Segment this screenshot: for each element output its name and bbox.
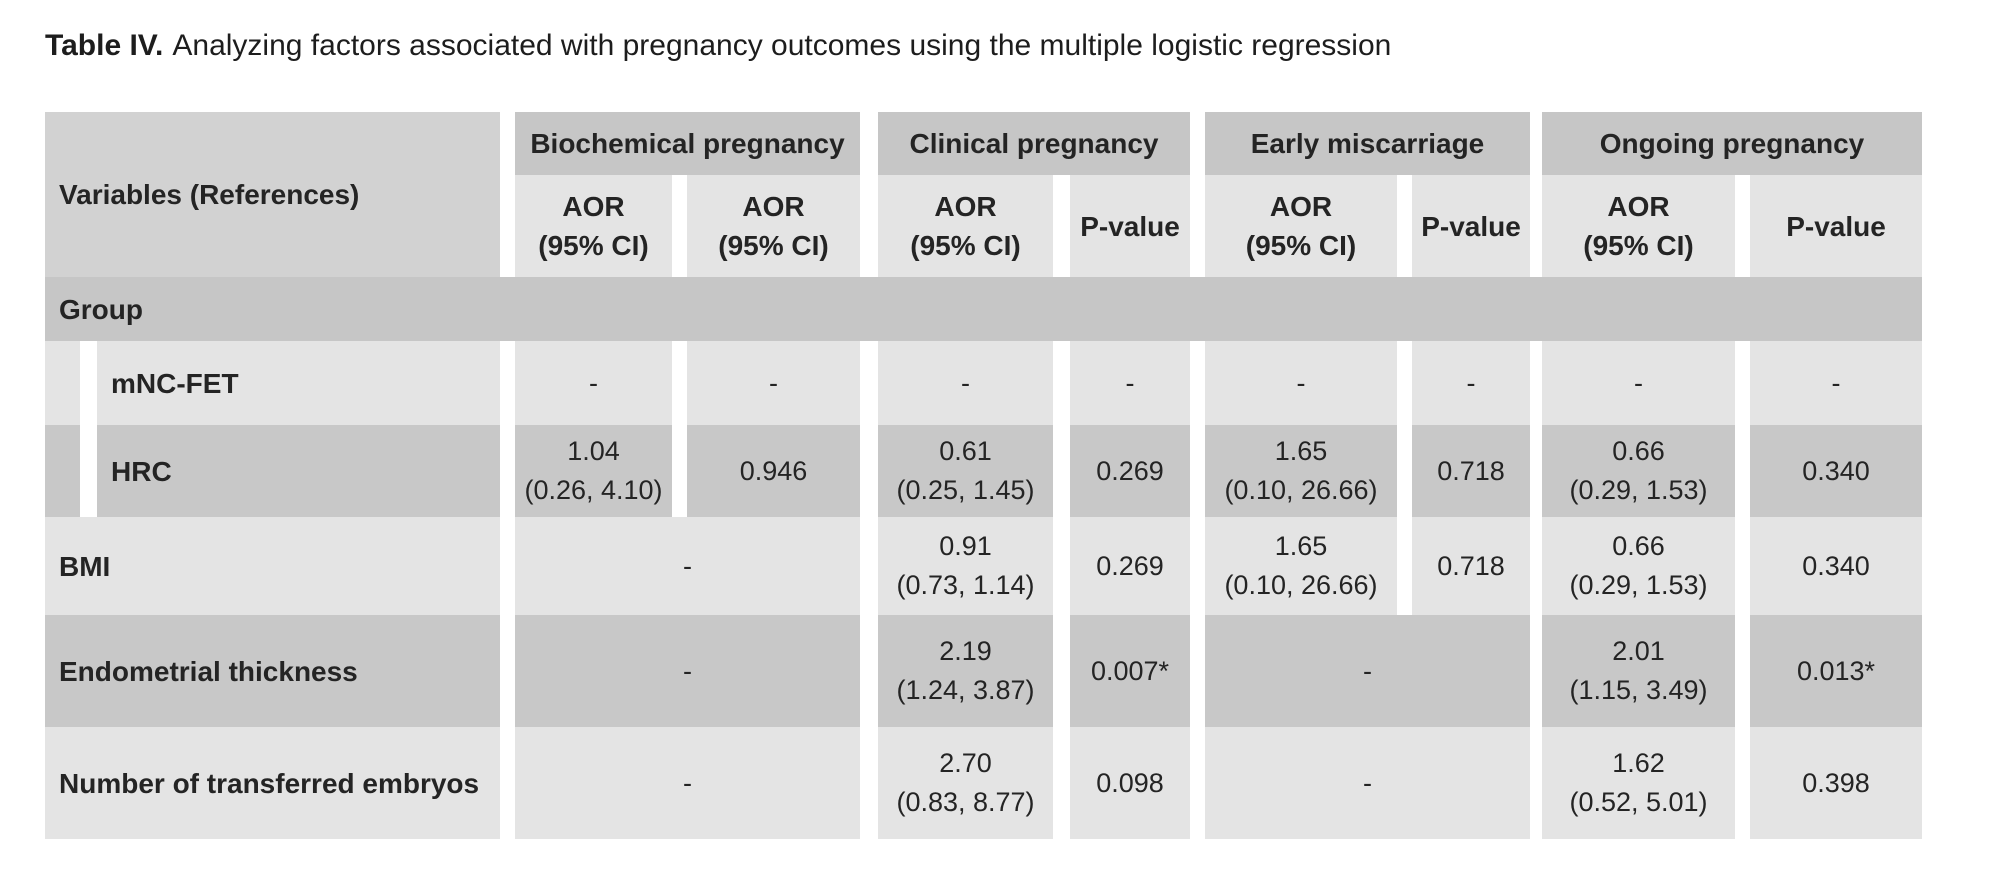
subheader-clinical-p-value: P-value <box>1070 175 1190 277</box>
embryos-biochemical-merged: - <box>515 727 860 839</box>
hrc-biochemical-aor-1: 1.04 (0.26, 4.10) <box>515 425 672 517</box>
hrc-clinical-aor: 0.61 (0.25, 1.45) <box>878 425 1053 517</box>
row-label-bmi: BMI <box>45 517 500 615</box>
hrc-ongoing-p-value: 0.340 <box>1750 425 1922 517</box>
embryos-ongoing-p-value: 0.398 <box>1750 727 1922 839</box>
endometrial-clinical-p-value: 0.007* <box>1070 615 1190 727</box>
corner-header-variables: Variables (References) <box>45 112 500 277</box>
hrc-miscarriage-p-value: 0.718 <box>1412 425 1530 517</box>
hrc-miscarriage-aor: 1.65 (0.10, 26.66) <box>1205 425 1397 517</box>
subheader-biochemical-aor-1: AOR (95% CI) <box>515 175 672 277</box>
mnc-fet-ongoing-aor: - <box>1542 341 1735 425</box>
endometrial-ongoing-aor: 2.01 (1.15, 3.49) <box>1542 615 1735 727</box>
endometrial-ongoing-p-value: 0.013* <box>1750 615 1922 727</box>
subheader-clinical-aor: AOR (95% CI) <box>878 175 1053 277</box>
section-row-group: Group <box>45 277 1922 341</box>
subheader-miscarriage-aor: AOR (95% CI) <box>1205 175 1397 277</box>
group-header-ongoing-pregnancy: Ongoing pregnancy <box>1542 112 1922 175</box>
mnc-fet-ongoing-p-value: - <box>1750 341 1922 425</box>
bmi-clinical-aor: 0.91 (0.73, 1.14) <box>878 517 1053 615</box>
row-label-mnc-fet: mNC-FET <box>97 341 500 425</box>
bmi-ongoing-aor: 0.66 (0.29, 1.53) <box>1542 517 1735 615</box>
endometrial-biochemical-merged: - <box>515 615 860 727</box>
endometrial-miscarriage-merged: - <box>1205 615 1530 727</box>
subheader-ongoing-p-value: P-value <box>1750 175 1922 277</box>
subheader-miscarriage-p-value: P-value <box>1412 175 1530 277</box>
mnc-fet-miscarriage-aor: - <box>1205 341 1397 425</box>
embryos-clinical-aor: 2.70 (0.83, 8.77) <box>878 727 1053 839</box>
subheader-biochemical-aor-2: AOR (95% CI) <box>687 175 860 277</box>
row-label-hrc: HRC <box>97 425 500 517</box>
embryos-clinical-p-value: 0.098 <box>1070 727 1190 839</box>
regression-table: Variables (References) Biochemical pregn… <box>45 112 1922 839</box>
mnc-fet-clinical-p-value: - <box>1070 341 1190 425</box>
group-header-early-miscarriage: Early miscarriage <box>1205 112 1530 175</box>
bmi-biochemical-merged: - <box>515 517 860 615</box>
bmi-miscarriage-p-value: 0.718 <box>1412 517 1530 615</box>
hrc-biochemical-aor-2: 0.946 <box>687 425 860 517</box>
bmi-ongoing-p-value: 0.340 <box>1750 517 1922 615</box>
table-number: Table IV. <box>45 29 164 62</box>
row-label-number-of-transferred-embryos: Number of transferred embryos <box>45 727 500 839</box>
hrc-clinical-p-value: 0.269 <box>1070 425 1190 517</box>
mnc-fet-clinical-aor: - <box>878 341 1053 425</box>
endometrial-clinical-aor: 2.19 (1.24, 3.87) <box>878 615 1053 727</box>
indent-cell <box>45 341 80 425</box>
bmi-clinical-p-value: 0.269 <box>1070 517 1190 615</box>
hrc-ongoing-aor: 0.66 (0.29, 1.53) <box>1542 425 1735 517</box>
mnc-fet-miscarriage-p-value: - <box>1412 341 1530 425</box>
embryos-miscarriage-merged: - <box>1205 727 1530 839</box>
table-caption: Table IV. Analyzing factors associated wi… <box>45 28 1391 64</box>
group-header-clinical-pregnancy: Clinical pregnancy <box>878 112 1190 175</box>
subheader-ongoing-aor: AOR (95% CI) <box>1542 175 1735 277</box>
table-title-text: Analyzing factors associated with pregna… <box>172 29 1392 62</box>
mnc-fet-biochemical-aor-1: - <box>515 341 672 425</box>
embryos-ongoing-aor: 1.62 (0.52, 5.01) <box>1542 727 1735 839</box>
row-label-endometrial-thickness: Endometrial thickness <box>45 615 500 727</box>
mnc-fet-biochemical-aor-2: - <box>687 341 860 425</box>
group-header-biochemical-pregnancy: Biochemical pregnancy <box>515 112 860 175</box>
bmi-miscarriage-aor: 1.65 (0.10, 26.66) <box>1205 517 1397 615</box>
indent-cell <box>45 425 80 517</box>
